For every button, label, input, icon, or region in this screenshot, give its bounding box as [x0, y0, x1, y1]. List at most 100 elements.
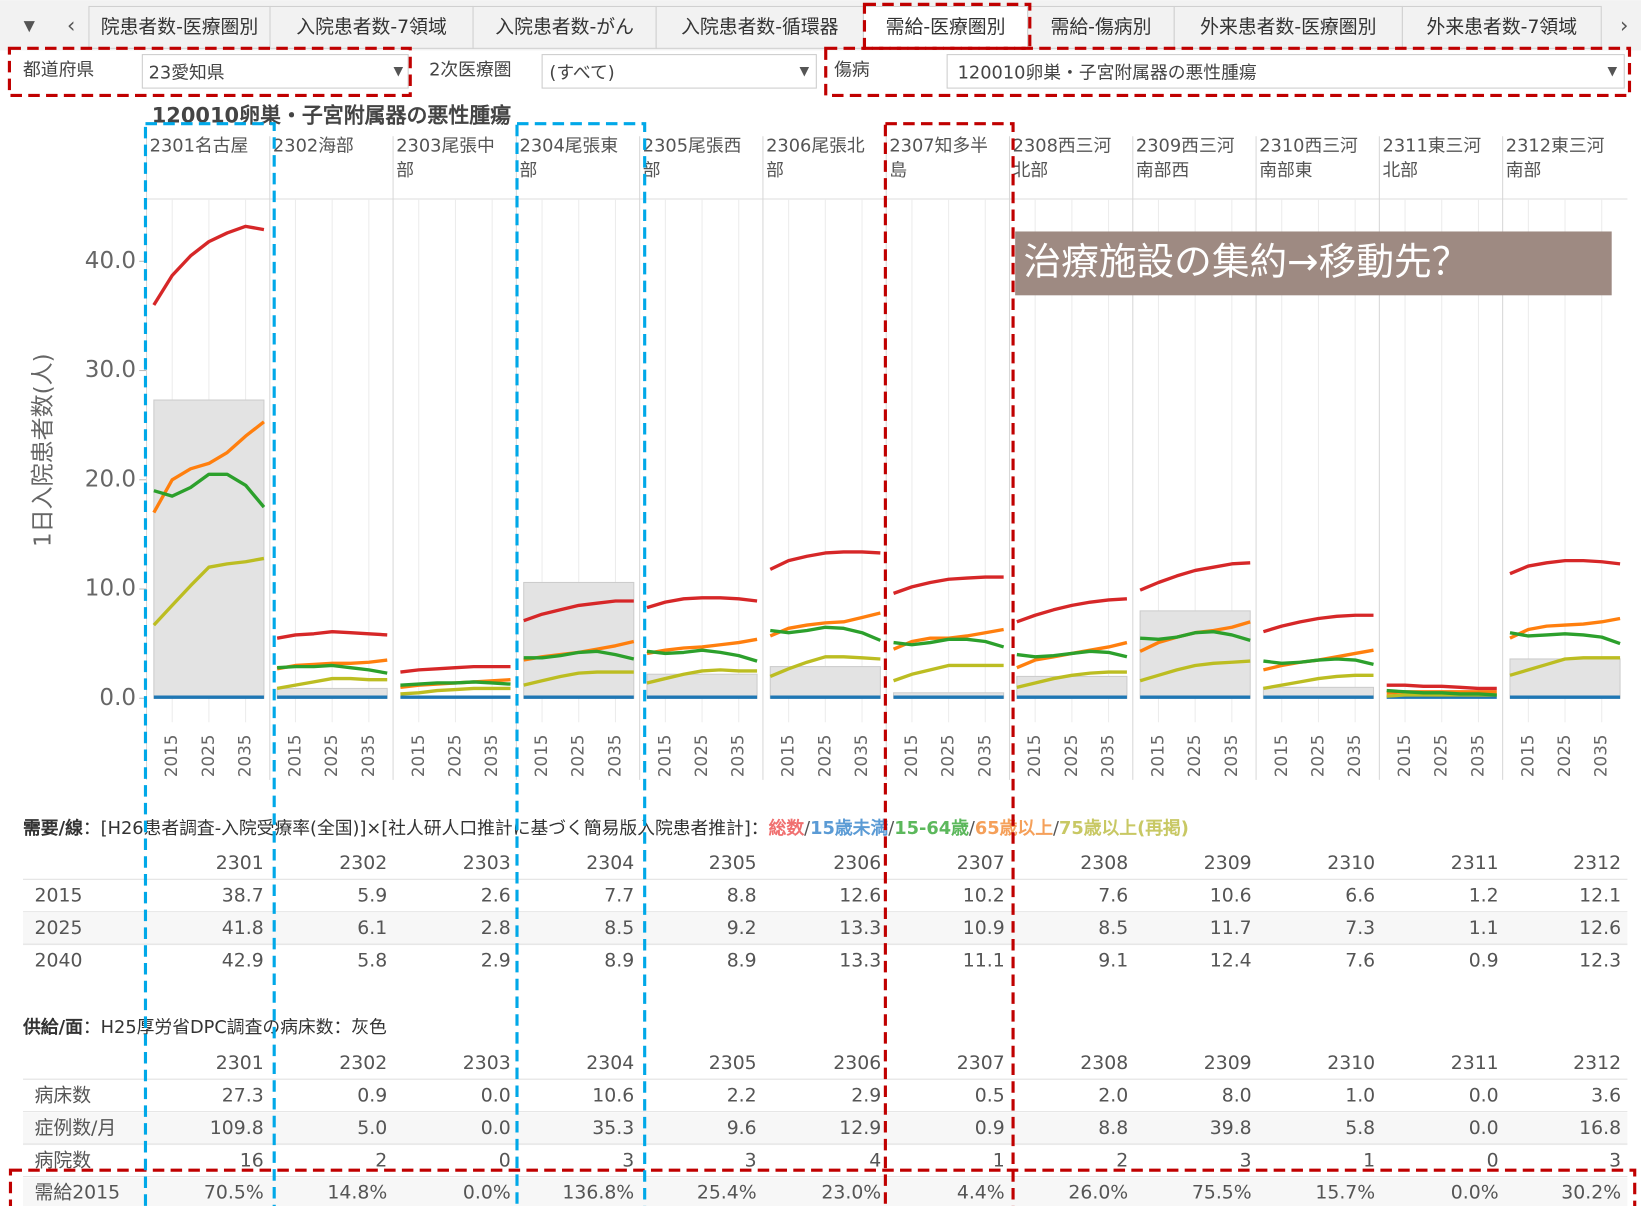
- dropdown-box[interactable]: [541, 54, 817, 89]
- x-tick-label: 2015: [1024, 735, 1044, 778]
- table-cell: 0.5: [975, 1085, 1005, 1106]
- series-line: [523, 670, 634, 687]
- dropdown-box[interactable]: [946, 54, 1625, 89]
- caption-separator: /: [969, 818, 975, 839]
- series-line: [1016, 597, 1128, 624]
- series-line: [1509, 616, 1621, 640]
- table-cell: 26.0%: [1068, 1183, 1128, 1204]
- tab[interactable]: [862, 5, 1029, 49]
- row-label: 需給2015: [35, 1182, 121, 1204]
- x-tick-label: 2025: [938, 735, 958, 778]
- table-cell: 14.8%: [327, 1183, 387, 1204]
- tab-label[interactable]: 入院患者数-がん: [495, 16, 634, 38]
- series-line: [769, 550, 881, 571]
- series-line: [769, 655, 881, 679]
- table-cell: 0.9: [1469, 950, 1499, 971]
- tab[interactable]: [1401, 5, 1602, 49]
- column-header: 2312: [1573, 853, 1621, 874]
- table-cell: 6.1: [357, 918, 387, 939]
- dropdown-box[interactable]: [141, 54, 409, 89]
- tab[interactable]: [88, 5, 271, 49]
- tab-menu-icon[interactable]: ▼: [24, 17, 36, 34]
- table-cell: 0.0: [481, 1085, 511, 1106]
- tab-label[interactable]: 入院患者数-7領域: [296, 16, 447, 38]
- content: 院患者数-医療圏別 入院患者数-7領域 入院患者数-がん 入院患者数-循環器 需給-医療…: [22, 5, 1628, 1206]
- table-cell: 0: [499, 1150, 511, 1171]
- column-header: 2306: [833, 853, 881, 874]
- table-cell: 2.6: [481, 886, 511, 907]
- table-cell: 1.2: [1469, 886, 1499, 907]
- filter-value: (すべて): [549, 62, 614, 83]
- panel-label: 北部: [1383, 160, 1419, 181]
- legend-entry: 総数: [769, 817, 805, 839]
- table-cell: 3.6: [1591, 1085, 1621, 1106]
- tab[interactable]: [269, 5, 474, 49]
- x-tick-label: 2035: [235, 735, 255, 778]
- table-cell: 11.1: [963, 950, 1005, 971]
- x-tick-label: 2015: [531, 735, 551, 778]
- row-label: 病院数: [35, 1149, 92, 1171]
- tab-label[interactable]: 需給-医療圏別: [886, 16, 1006, 38]
- table-cell: 35.3: [592, 1118, 634, 1139]
- table-cell: 10.6: [592, 1085, 634, 1106]
- panel-label: 2310西三河: [1259, 136, 1358, 157]
- y-axis-title: 1日入院患者数(人): [30, 353, 56, 547]
- table-cell: 25.4%: [697, 1183, 757, 1204]
- tab-label[interactable]: 入院患者数-循環器: [681, 16, 839, 38]
- x-tick-label: 2025: [1431, 735, 1451, 778]
- row-label: 2025: [35, 918, 83, 939]
- x-tick-label: 2015: [1517, 735, 1537, 778]
- row-label: 2015: [35, 886, 83, 907]
- filter-value: 23愛知県: [149, 62, 225, 83]
- series-line: [1016, 649, 1128, 659]
- table-cell: 16.8: [1579, 1118, 1621, 1139]
- series-line: [893, 637, 1005, 649]
- x-tick-label: 2015: [161, 735, 181, 778]
- x-tick-label: 2025: [198, 735, 218, 778]
- tab-label[interactable]: 外来患者数-医療圏別: [1200, 16, 1376, 38]
- table-cell: 3: [745, 1150, 757, 1171]
- x-tick-label: 2035: [1098, 735, 1118, 778]
- tab[interactable]: [1173, 5, 1403, 49]
- tab-label[interactable]: 院患者数-医療圏別: [101, 16, 258, 38]
- panel-label: 部: [766, 160, 784, 181]
- table-cell: 15.7%: [1315, 1183, 1375, 1204]
- x-tick-label: 2025: [1061, 735, 1081, 778]
- filter-label: 2次医療圏: [429, 59, 511, 80]
- table-cell: 2.0: [1098, 1085, 1128, 1106]
- tab-label[interactable]: 外来患者数-7領域: [1427, 16, 1578, 38]
- series-line: [1263, 673, 1374, 691]
- table-cell: 9.6: [727, 1118, 757, 1139]
- table-cell: 5.0: [357, 1118, 387, 1139]
- tab[interactable]: [655, 5, 864, 49]
- x-tick-label: 2025: [568, 735, 588, 778]
- table-cell: 3: [622, 1150, 634, 1171]
- table-cell: 8.8: [1098, 1118, 1128, 1139]
- panel-label: 2307知多半: [889, 136, 988, 157]
- tab-scroll-right[interactable]: ›: [1620, 13, 1628, 37]
- table-cell: 8.0: [1222, 1085, 1252, 1106]
- column-header: 2304: [586, 853, 634, 874]
- table-cell: 12.3: [1579, 950, 1621, 971]
- table-cell: 5.9: [357, 886, 387, 907]
- x-tick-label: 2035: [1591, 735, 1611, 778]
- table-cell: 0.0: [1469, 1085, 1499, 1106]
- tab-scroll-left[interactable]: ‹: [67, 13, 75, 37]
- x-tick-label: 2015: [1147, 735, 1167, 778]
- series-line: [646, 648, 758, 663]
- tab-label[interactable]: 需給-傷病別: [1051, 16, 1152, 38]
- column-header: 2301: [216, 1053, 264, 1074]
- x-tick-label: 2015: [1271, 735, 1291, 778]
- panel-label: 島: [889, 160, 907, 181]
- x-tick-label: 2035: [851, 735, 871, 778]
- series-line: [153, 472, 266, 509]
- table-cell: 5.8: [357, 950, 387, 971]
- tab[interactable]: [472, 5, 657, 49]
- table-cell: 7.7: [604, 886, 634, 907]
- column-header: 2306: [833, 1053, 881, 1074]
- table-cell: 13.3: [839, 950, 881, 971]
- series-line: [276, 630, 388, 640]
- x-tick-label: 2025: [691, 735, 711, 778]
- panel-label: 2308西三河: [1013, 136, 1112, 157]
- annotation-box: [1015, 231, 1612, 296]
